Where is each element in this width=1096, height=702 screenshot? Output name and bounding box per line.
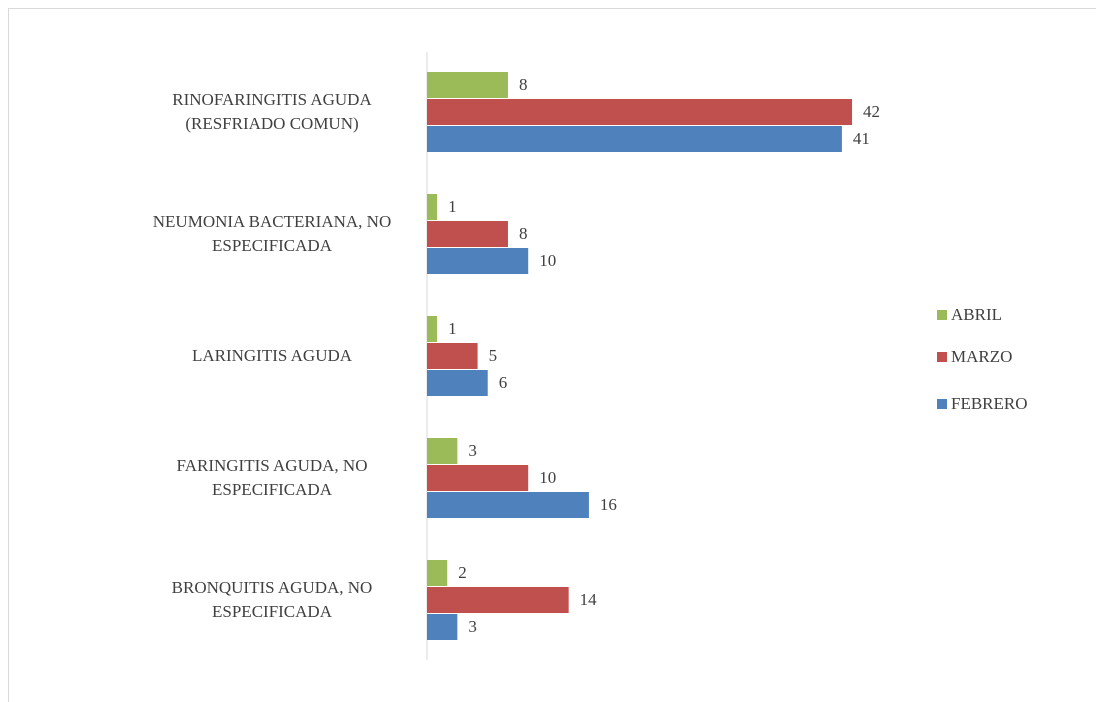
category-label: BRONQUITIS AGUDA, NO ESPECIFICADA	[171, 578, 373, 621]
legend-label: FEBRERO	[951, 394, 1028, 413]
bar	[427, 72, 508, 98]
bar	[427, 587, 569, 613]
data-label: 3	[468, 617, 477, 636]
bar	[427, 343, 478, 369]
bar	[427, 99, 853, 125]
legend-swatch	[937, 310, 947, 320]
data-label: 5	[489, 346, 498, 365]
category-label: FARINGITIS AGUDA, NO ESPECIFICADA	[176, 456, 368, 499]
bar	[427, 492, 589, 518]
bar	[427, 126, 842, 152]
data-label: 41	[853, 129, 870, 148]
legend-label: ABRIL	[951, 305, 1002, 324]
bar	[427, 438, 458, 464]
legend-swatch	[937, 399, 947, 409]
legend-swatch	[937, 352, 947, 362]
category-label: LARINGITIS AGUDA	[191, 346, 353, 365]
bar	[427, 194, 438, 220]
category-label: NEUMONIA BACTERIANA, NO ESPECIFICADA	[152, 212, 392, 255]
data-label: 3	[468, 441, 477, 460]
data-label: 8	[519, 75, 528, 94]
data-label: 14	[580, 590, 598, 609]
bar	[427, 248, 529, 274]
chart-border	[8, 8, 1096, 702]
data-label: 2	[458, 563, 467, 582]
data-label: 16	[600, 495, 617, 514]
data-label: 6	[499, 373, 508, 392]
bar	[427, 465, 529, 491]
bar	[427, 316, 438, 342]
data-label: 10	[539, 251, 556, 270]
data-label: 10	[539, 468, 556, 487]
data-label: 8	[519, 224, 528, 243]
bar	[427, 560, 448, 586]
legend-label: MARZO	[951, 347, 1012, 366]
bar	[427, 221, 508, 247]
data-label: 42	[863, 102, 880, 121]
bar	[427, 614, 458, 640]
category-label: RINOFARINGITIS AGUDA (RESFRIADO COMUN)	[172, 90, 372, 133]
data-label: 1	[448, 319, 457, 338]
data-label: 1	[448, 197, 457, 216]
bar	[427, 370, 488, 396]
